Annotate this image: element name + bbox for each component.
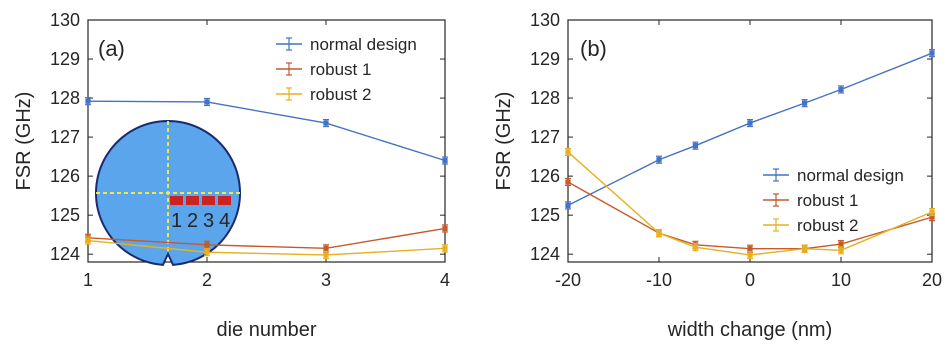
y-tick-label: 126 (530, 166, 560, 186)
data-point (323, 120, 329, 126)
data-point (929, 214, 935, 220)
data-point (838, 247, 844, 253)
data-point (442, 157, 448, 164)
die-marker (202, 196, 215, 205)
die-label: 4 (219, 210, 230, 232)
y-tick-label: 125 (530, 205, 560, 225)
series-0 (85, 97, 448, 165)
data-point (442, 225, 448, 232)
x-axis-label: width change (nm) (667, 319, 833, 341)
series-1 (565, 177, 935, 253)
data-point (565, 202, 571, 209)
data-point (656, 230, 662, 236)
data-point (802, 246, 808, 252)
data-point (565, 179, 571, 185)
data-point (85, 237, 91, 244)
data-point (747, 120, 753, 126)
x-axis-label: die number (216, 319, 316, 341)
die-marker (186, 196, 199, 205)
data-point (929, 209, 935, 215)
legend-label: robust 1 (797, 191, 858, 210)
x-tick-label: -10 (646, 270, 672, 290)
legend-label: robust 1 (310, 60, 371, 79)
y-tick-label: 125 (50, 205, 80, 225)
panel-label: (a) (98, 36, 125, 61)
y-tick-label: 130 (530, 10, 560, 30)
y-tick-label: 129 (530, 49, 560, 69)
x-tick-label: 1 (83, 270, 93, 290)
legend-label: robust 2 (310, 85, 371, 104)
x-tick-label: 4 (440, 270, 450, 290)
die-label: 1 (171, 210, 182, 232)
x-tick-label: 2 (202, 270, 212, 290)
series-2 (85, 236, 448, 260)
legend-label: normal design (310, 35, 417, 54)
x-tick-label: 10 (831, 270, 851, 290)
y-tick-label: 127 (50, 127, 80, 147)
data-point (204, 249, 210, 255)
plot-area-frame (87, 19, 446, 263)
data-point (442, 245, 448, 251)
die-marker (218, 196, 231, 205)
legend: normal design robust 1 robust 2 (763, 166, 904, 235)
legend-label: normal design (797, 166, 904, 185)
y-tick-label: 126 (50, 166, 80, 186)
y-tick-label: 130 (50, 10, 80, 30)
series-1 (85, 224, 448, 253)
y-axis-label: FSR (GHz) (13, 92, 35, 191)
data-point (838, 86, 844, 93)
x-tick-label: 20 (922, 270, 942, 290)
plot-area-frame (567, 19, 933, 263)
series-line (87, 227, 446, 250)
y-axis-label: FSR (GHz) (493, 92, 515, 191)
data-point (838, 241, 844, 247)
data-point (565, 149, 571, 155)
panel-b: -20 -10 0 10 20 124 125 126 127 128 129 130 width ch… (493, 10, 942, 341)
data-point (747, 252, 753, 258)
data-point (204, 99, 210, 105)
series-line (87, 239, 446, 256)
data-point (692, 143, 698, 149)
y-tick-label: 128 (530, 88, 560, 108)
die-label: 3 (203, 210, 214, 232)
x-tick-label: 0 (745, 270, 755, 290)
data-point (323, 245, 329, 251)
series-0 (565, 49, 935, 210)
y-tick-label: 127 (530, 127, 560, 147)
y-tick-label: 129 (50, 49, 80, 69)
die-label: 2 (187, 210, 198, 232)
x-tick-label: 3 (321, 270, 331, 290)
data-point (85, 98, 91, 104)
series-2 (565, 147, 935, 260)
legend: normal design robust 1 robust 2 (276, 35, 417, 104)
series-line (87, 100, 446, 162)
panel-label: (b) (580, 36, 607, 61)
data-point (747, 246, 753, 252)
data-point (929, 50, 935, 56)
series-line (567, 181, 933, 250)
data-point (204, 242, 210, 248)
x-tick-label: -20 (555, 270, 581, 290)
y-tick-label: 128 (50, 88, 80, 108)
legend-label: robust 2 (797, 216, 858, 235)
data-point (656, 157, 662, 163)
y-tick-label: 124 (530, 244, 560, 264)
die-marker (170, 196, 183, 205)
data-point (802, 100, 808, 106)
y-tick-label: 124 (50, 244, 80, 264)
data-point (323, 252, 329, 258)
data-point (692, 244, 698, 250)
